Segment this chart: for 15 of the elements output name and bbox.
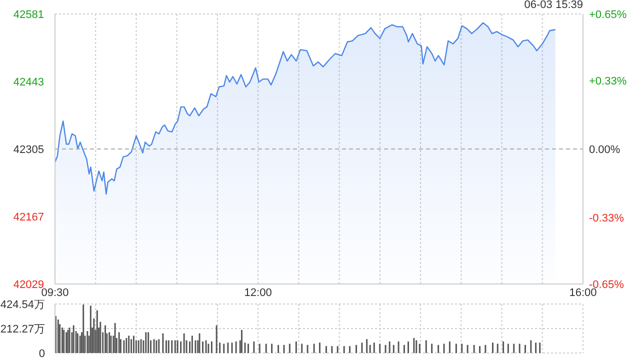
y-tick-label: 0 — [38, 348, 45, 360]
y-tick-label: 42167 — [13, 212, 44, 224]
y2-tick-label: 0.00% — [589, 144, 620, 156]
x-tick-label: 09:30 — [41, 287, 69, 299]
y-tick-label: 42581 — [13, 9, 44, 21]
y-tick-label: 42305 — [13, 144, 44, 156]
text: 06-03 15:39 — [524, 0, 583, 11]
y-tick-label: 42443 — [13, 76, 44, 88]
y2-tick-label: +0.65% — [589, 9, 627, 21]
y2-tick-label: +0.33% — [589, 75, 627, 88]
x-tick-label: 12:00 — [244, 287, 272, 299]
y2-tick-label: -0.33% — [589, 212, 624, 225]
x-tick-label: 16:00 — [569, 287, 597, 299]
y-tick-label: 424.54万 — [0, 299, 45, 311]
y-tick-label: 212.27万 — [0, 324, 45, 336]
